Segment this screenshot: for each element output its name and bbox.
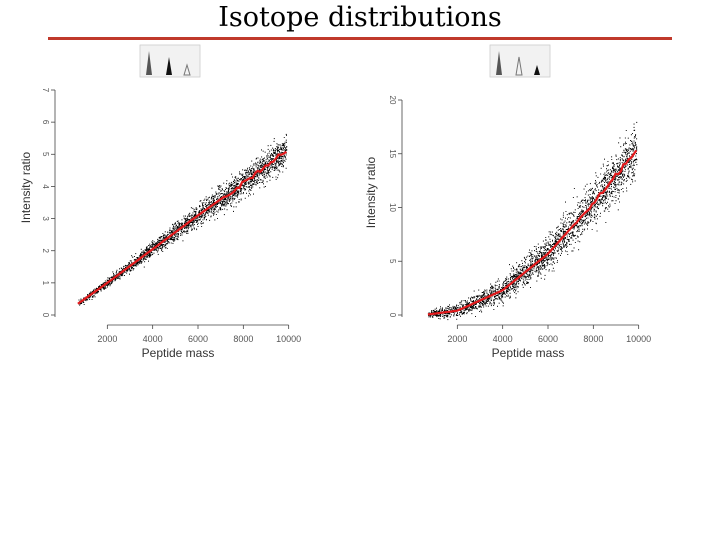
y-tick-label: 5 <box>41 152 50 157</box>
x-axis-label: Peptide mass <box>492 346 565 360</box>
slide-title: Isotope distributions <box>218 2 502 33</box>
y-axis-label: Intensity ratio <box>364 156 378 228</box>
isotope-peak-1 <box>146 51 152 75</box>
trend-line <box>427 149 638 316</box>
y-tick-label: 4 <box>41 184 50 189</box>
x-tick-label: 2000 <box>447 334 467 344</box>
x-tick-label: 8000 <box>233 334 253 344</box>
inset-peaks-icon <box>489 44 551 78</box>
x-tick-label: 6000 <box>538 334 558 344</box>
y-tick-label: 15 <box>388 149 397 158</box>
isotope-peak-3 <box>534 65 540 75</box>
inset-peaks-icon <box>139 44 201 78</box>
y-tick-label: 0 <box>41 313 50 318</box>
y-tick-label: 0 <box>388 313 397 318</box>
x-tick-label: 6000 <box>188 334 208 344</box>
plot-area: 0 5 10 15 20 2000 4000 6000 8000 10000 Peptide mas… <box>364 96 651 360</box>
isotope-peak-1 <box>496 51 502 75</box>
scatter-chart-right: 0 5 10 15 20 2000 4000 6000 8000 10000 Peptide mas… <box>364 44 651 360</box>
y-tick-label: 3 <box>41 216 50 221</box>
x-tick-label: 4000 <box>143 334 163 344</box>
trend-line <box>77 150 288 305</box>
x-tick-label: 2000 <box>97 334 117 344</box>
x-tick-label: 10000 <box>276 334 301 344</box>
isotope-peak-2 <box>166 57 172 75</box>
y-tick-label: 5 <box>388 259 397 264</box>
y-tick-label: 7 <box>41 88 50 93</box>
y-tick-label: 1 <box>41 281 50 286</box>
y-tick-label: 6 <box>41 120 50 125</box>
title-rule <box>48 37 672 40</box>
x-tick-label: 4000 <box>493 334 513 344</box>
y-tick-label: 10 <box>388 203 397 212</box>
scatter-chart-left: 0 1 2 3 4 5 6 7 2000 4000 6000 8000 10000 Peptide mas… <box>19 44 301 360</box>
plot-area: 0 1 2 3 4 5 6 7 2000 4000 6000 8000 10000 Peptide mas… <box>19 88 301 360</box>
x-axis-label: Peptide mass <box>142 346 215 360</box>
x-tick-label: 10000 <box>626 334 651 344</box>
isotope-peak-3 <box>183 63 191 76</box>
y-tick-label: 20 <box>388 96 397 105</box>
isotope-peak-2 <box>515 56 523 76</box>
y-axis-label: Intensity ratio <box>19 151 33 223</box>
y-tick-label: 2 <box>41 248 50 253</box>
scatter-points <box>78 133 288 306</box>
x-tick-label: 8000 <box>583 334 603 344</box>
scatter-points <box>428 121 638 321</box>
